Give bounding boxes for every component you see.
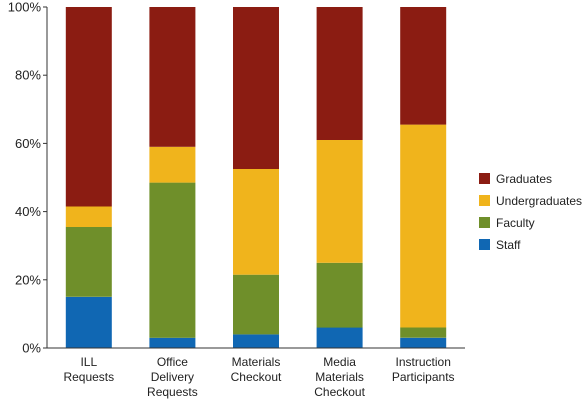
x-category-label: Media Materials Checkout (314, 355, 365, 399)
x-category-label-line: Office (157, 355, 188, 369)
bar-undergraduates-3 (233, 169, 279, 275)
legend-label-graduates: Graduates (496, 172, 552, 186)
x-category-label-line: Materials (315, 370, 364, 384)
legend-swatch-staff (479, 239, 490, 250)
legend: Graduates Undergraduates Faculty Staff (479, 172, 582, 252)
bar-undergraduates-4 (316, 140, 363, 263)
legend-label-undergraduates: Undergraduates (496, 194, 582, 208)
y-tick-label: 100% (8, 0, 42, 15)
x-category-label: Office Delivery Requests (147, 355, 198, 399)
x-category-label-line: Requests (147, 385, 198, 399)
bar-staff-1 (65, 296, 112, 348)
bar-faculty-4 (316, 262, 363, 328)
x-category-label-line: Instruction (396, 355, 451, 369)
x-category-label-line: Checkout (231, 370, 282, 384)
x-category-label-line: Media (323, 355, 356, 369)
bar-graduates-2 (149, 7, 196, 147)
bar-graduates-5 (400, 7, 447, 125)
legend-swatch-undergraduates (479, 195, 490, 206)
bar-undergraduates-1 (65, 206, 112, 227)
y-tick-label: 80% (15, 68, 41, 83)
bar-graduates-1 (65, 7, 112, 207)
bar-staff-4 (316, 327, 363, 348)
x-category-label-line: ILL (80, 355, 97, 369)
bar-staff-5 (400, 337, 447, 348)
x-category-label-line: Participants (392, 370, 455, 384)
bar-marks (65, 7, 447, 348)
bar-undergraduates-5 (400, 124, 447, 328)
x-category-label-line: Requests (63, 370, 114, 384)
x-category-label: Instruction Participants (392, 355, 455, 384)
legend-swatch-graduates (479, 173, 490, 184)
y-tick-label: 20% (15, 272, 41, 287)
bar-graduates-3 (233, 7, 279, 169)
legend-swatch-faculty (479, 217, 490, 228)
bar-staff-2 (149, 337, 196, 348)
bar-faculty-2 (149, 182, 196, 338)
x-category-label-line: Delivery (151, 370, 194, 384)
bar-staff-3 (233, 334, 279, 348)
bar-faculty-1 (65, 226, 112, 297)
bar-faculty-3 (233, 274, 279, 335)
legend-label-staff: Staff (496, 238, 521, 252)
bar-faculty-5 (400, 327, 447, 338)
x-category-label: ILL Requests (63, 355, 114, 384)
y-axis-ticks: 0% 20% 40% 60% 80% 100% (8, 0, 47, 356)
axes (46, 7, 465, 349)
legend-label-faculty: Faculty (496, 216, 535, 230)
x-category-label: Materials Checkout (231, 355, 282, 384)
y-tick-label: 40% (15, 204, 41, 219)
y-tick-label: 0% (22, 341, 41, 356)
x-category-label-line: Checkout (314, 385, 365, 399)
bar-undergraduates-2 (149, 146, 196, 183)
x-category-label-line: Materials (232, 355, 281, 369)
bar-graduates-4 (316, 7, 363, 140)
y-tick-label: 60% (15, 136, 41, 151)
